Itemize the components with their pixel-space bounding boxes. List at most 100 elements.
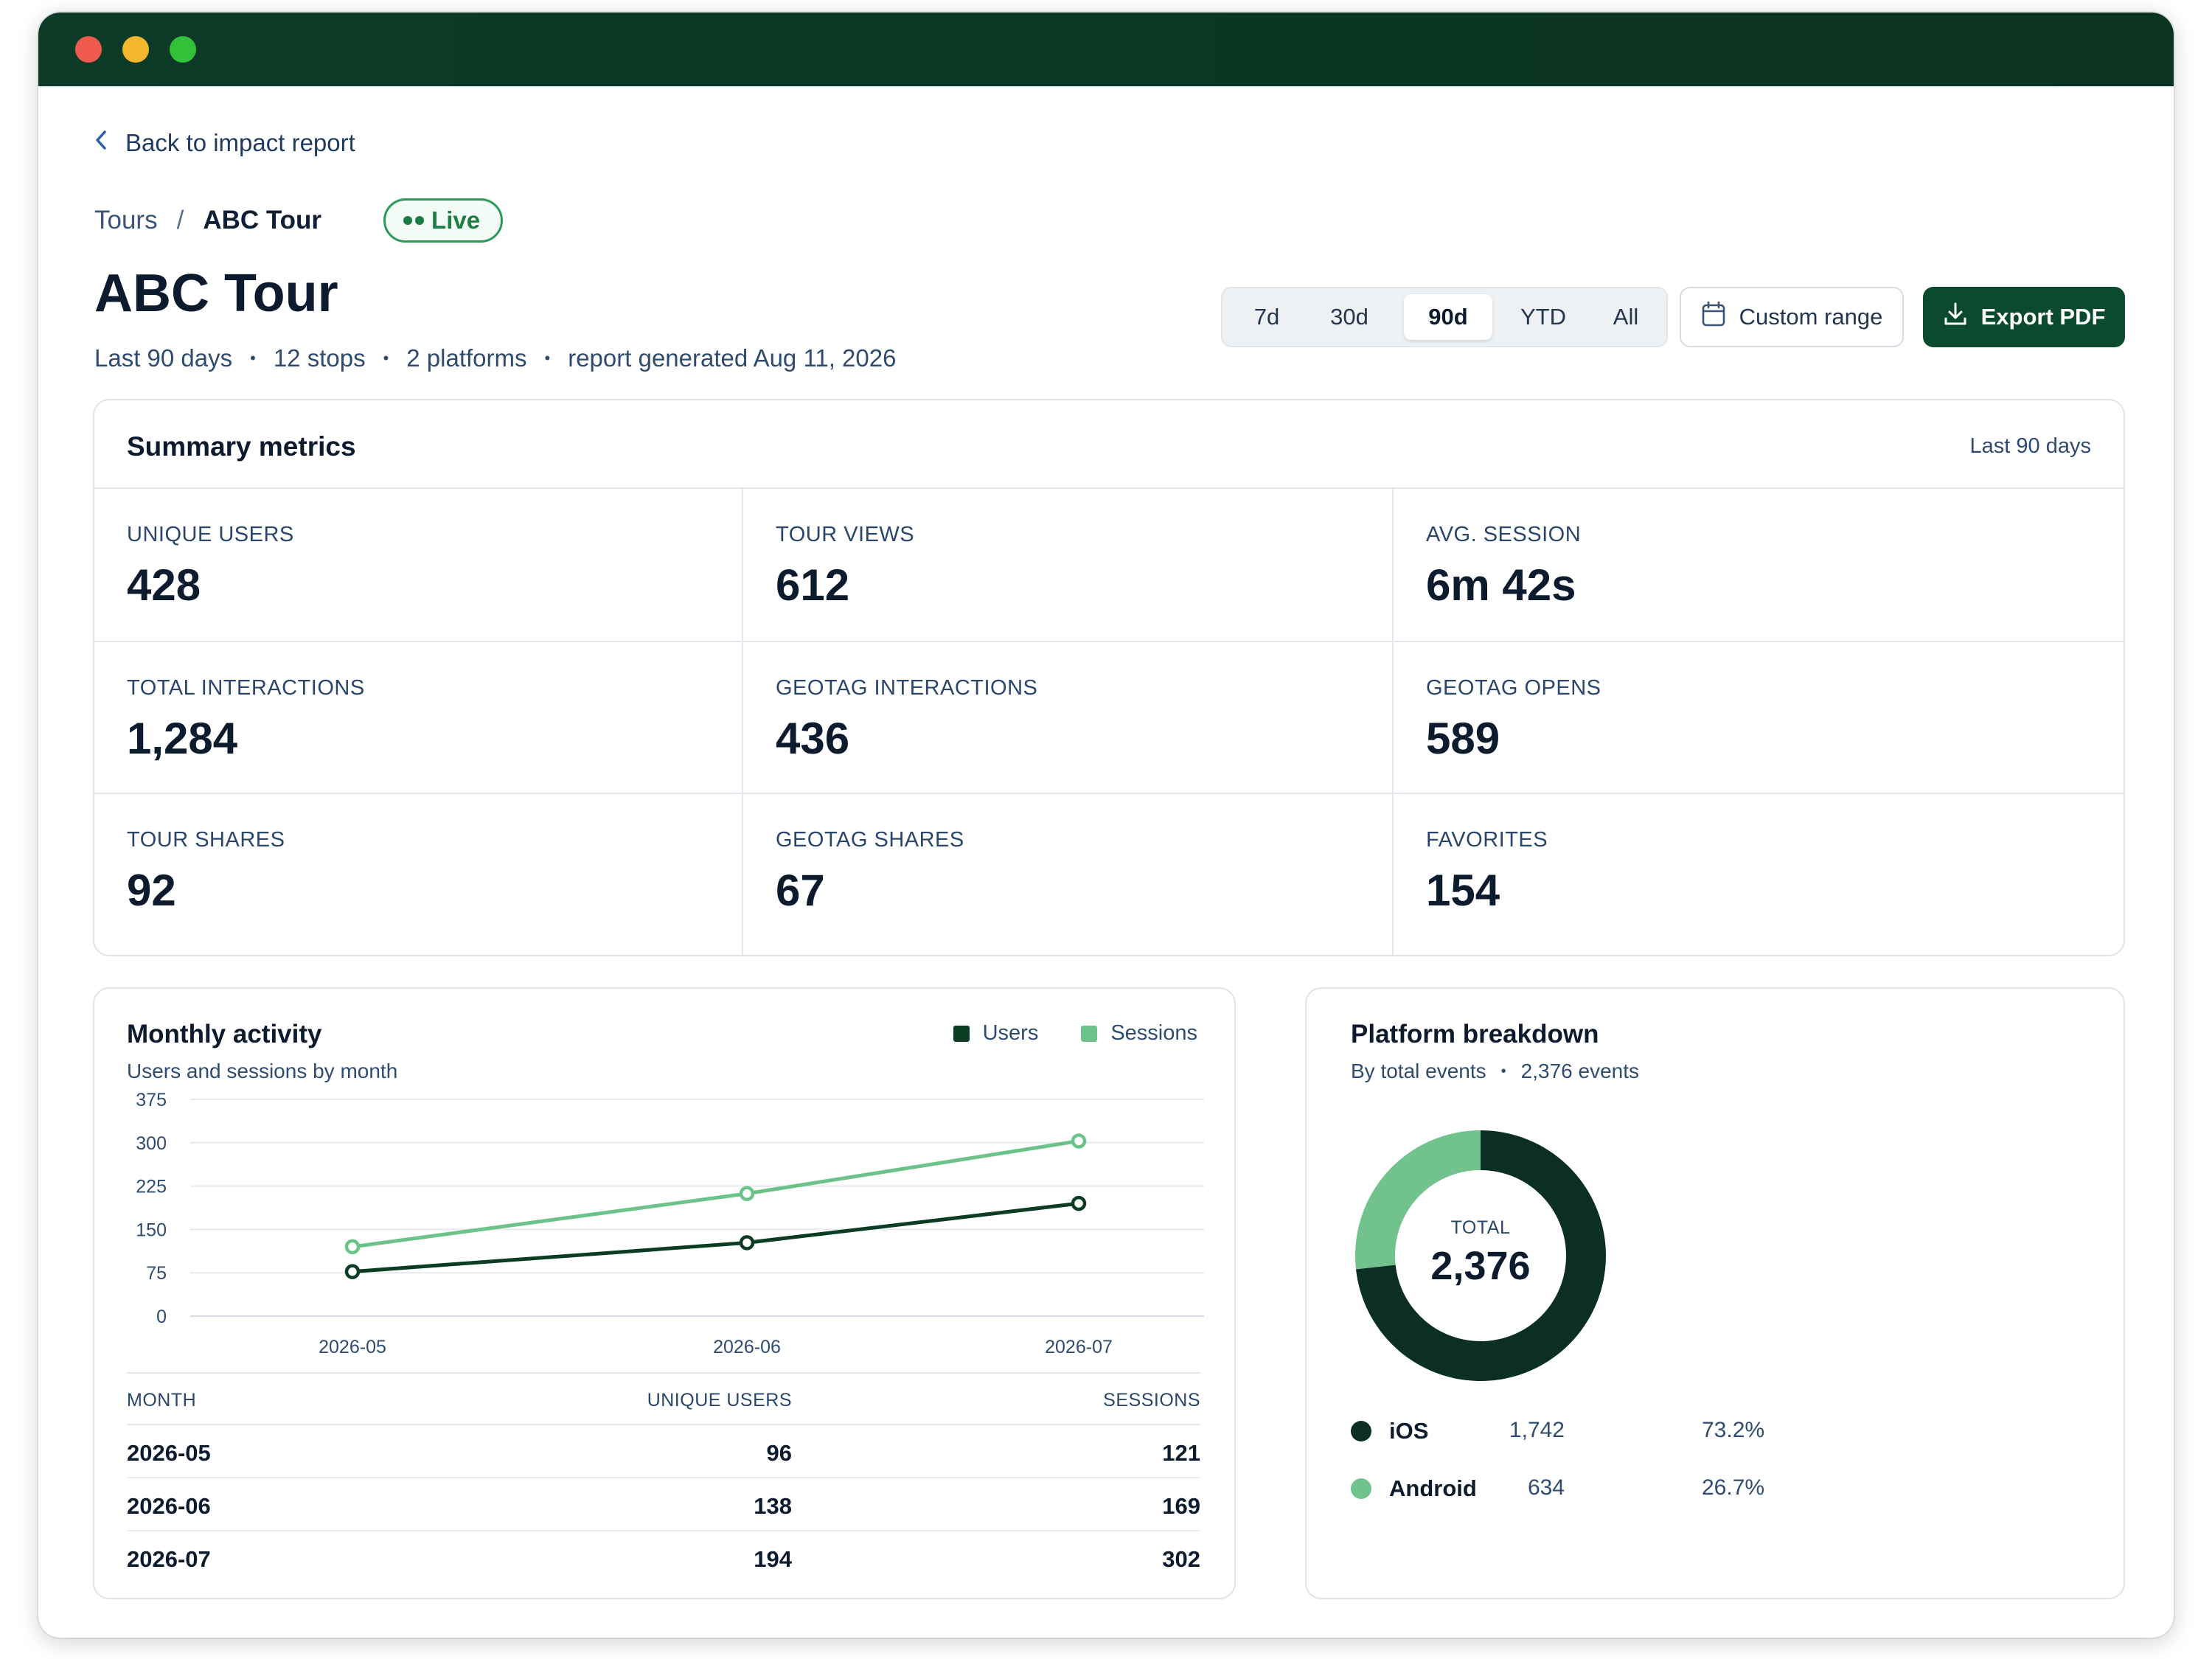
minimize-window-button[interactable]	[122, 36, 149, 63]
custom-range-button[interactable]: Custom range	[1680, 287, 1904, 347]
cell-month: 2026-05	[127, 1440, 211, 1466]
table-row: 2026-06 138 169	[127, 1478, 1200, 1531]
cell-users: 96	[766, 1440, 792, 1466]
legend-item-sessions: Sessions	[1081, 1021, 1197, 1046]
metric-value: 589	[1426, 714, 1500, 763]
status-badge-label: Live	[431, 206, 481, 234]
export-pdf-button[interactable]: Export PDF	[1923, 287, 2125, 347]
breadcrumb: Tours / ABC Tour Live	[94, 198, 504, 243]
column-header-users: UNIQUE USERS	[647, 1390, 792, 1411]
metric-label: TOUR VIEWS	[776, 523, 915, 546]
y-tick-label: 225	[136, 1177, 167, 1197]
meta-range: Last 90 days	[94, 344, 233, 372]
range-all-button[interactable]: All	[1613, 304, 1639, 330]
y-tick-label: 75	[146, 1263, 167, 1284]
cell-sessions: 169	[1162, 1493, 1200, 1519]
range-90d-button[interactable]: 90d	[1404, 294, 1492, 340]
y-tick-label: 375	[136, 1090, 167, 1110]
donut-slice-android	[1355, 1130, 1481, 1270]
platform-count: 1,742	[1509, 1418, 1565, 1442]
export-pdf-label: Export PDF	[1980, 304, 2106, 330]
cell-month: 2026-06	[127, 1493, 211, 1519]
meta-separator: •	[383, 349, 389, 367]
breadcrumb-parent[interactable]: Tours	[94, 206, 158, 234]
metric-value: 428	[127, 560, 201, 610]
summary-range: Last 90 days	[1969, 434, 2091, 458]
platform-percent: 26.7%	[1702, 1475, 1765, 1500]
data-point-users	[739, 1235, 755, 1251]
platform-donut-chart: TOTAL 2,376	[1351, 1126, 1610, 1385]
custom-range-label: Custom range	[1739, 304, 1883, 330]
meta-separator: •	[250, 349, 256, 367]
cell-users: 138	[754, 1493, 792, 1519]
metric-value: 154	[1426, 866, 1500, 915]
breadcrumb-separator: /	[176, 206, 184, 234]
metric-value: 1,284	[127, 714, 238, 763]
platform-title: Platform breakdown	[1351, 1020, 1599, 1048]
metric-favorites: FAVORITES 154	[1394, 794, 2125, 955]
y-tick-label: 300	[136, 1133, 167, 1154]
metric-value: 92	[127, 866, 176, 915]
platform-name: Android	[1389, 1475, 1477, 1501]
status-badge: Live	[383, 198, 504, 243]
back-link[interactable]: Back to impact report	[93, 129, 355, 157]
activity-table: MONTH UNIQUE USERS SESSIONS 2026-05 96 1…	[127, 1372, 1200, 1585]
column-header-month: MONTH	[127, 1390, 197, 1411]
range-ytd-button[interactable]: YTD	[1520, 304, 1566, 330]
legend-label: Sessions	[1110, 1021, 1197, 1045]
donut-total-label: TOTAL	[1450, 1217, 1511, 1238]
metric-value: 67	[776, 866, 825, 915]
platform-subtitle-basis: By total events	[1351, 1060, 1486, 1082]
maximize-window-button[interactable]	[170, 36, 196, 63]
y-tick-label: 0	[156, 1307, 167, 1327]
summary-metrics-card: Summary metrics Last 90 days UNIQUE USER…	[93, 399, 2125, 956]
column-header-sessions: SESSIONS	[1103, 1390, 1200, 1411]
metric-label: AVG. SESSION	[1426, 523, 1582, 546]
legend-label: Users	[982, 1021, 1039, 1045]
metric-tour-views: TOUR VIEWS 612	[743, 489, 1394, 642]
x-tick-label: 2026-07	[1045, 1337, 1113, 1357]
platform-subtitle: By total events • 2,376 events	[1351, 1060, 1639, 1083]
metric-total-interactions: TOTAL INTERACTIONS 1,284	[94, 642, 743, 794]
meta-stops: 12 stops	[273, 344, 366, 372]
platform-subtitle-events: 2,376 events	[1520, 1060, 1640, 1082]
breadcrumb-current: ABC Tour	[203, 206, 322, 234]
range-7d-button[interactable]: 7d	[1253, 304, 1280, 330]
data-point-sessions	[344, 1239, 361, 1255]
monthly-activity-card: Monthly activity Users and sessions by m…	[93, 987, 1236, 1599]
metric-geotag-opens: GEOTAG OPENS 589	[1394, 642, 2125, 794]
donut-svg	[1355, 1130, 1606, 1381]
metric-label: TOUR SHARES	[127, 828, 285, 852]
chart-legend: Users Sessions	[911, 1021, 1197, 1046]
metric-label: GEOTAG INTERACTIONS	[776, 676, 1038, 700]
metric-geotag-interactions: GEOTAG INTERACTIONS 436	[743, 642, 1394, 794]
cell-sessions: 302	[1162, 1546, 1200, 1572]
metric-label: TOTAL INTERACTIONS	[127, 676, 365, 700]
metric-value: 436	[776, 714, 850, 763]
subtitle-separator: •	[1500, 1062, 1506, 1079]
donut-total-value: 2,376	[1430, 1243, 1531, 1288]
donut-slice-ios	[1355, 1130, 1606, 1381]
ios-dot-icon	[1351, 1421, 1371, 1441]
metric-label: GEOTAG OPENS	[1426, 676, 1601, 700]
metric-tour-shares: TOUR SHARES 92	[94, 794, 743, 955]
legend-swatch-sessions	[1081, 1025, 1098, 1042]
meta-separator: •	[544, 349, 551, 367]
activity-title: Monthly activity	[127, 1020, 322, 1048]
legend-swatch-users	[953, 1025, 970, 1042]
metric-value: 6m 42s	[1426, 560, 1576, 610]
data-point-sessions	[739, 1186, 755, 1202]
x-tick-label: 2026-05	[319, 1337, 386, 1357]
close-window-button[interactable]	[75, 36, 102, 63]
metric-label: FAVORITES	[1426, 828, 1548, 852]
x-tick-label: 2026-06	[713, 1337, 781, 1357]
y-tick-label: 150	[136, 1220, 167, 1240]
app-window: Back to impact report Tours / ABC Tour L…	[38, 13, 2174, 1638]
platform-name: iOS	[1389, 1418, 1429, 1444]
range-30d-button[interactable]: 30d	[1330, 304, 1368, 330]
platform-count: 634	[1527, 1475, 1565, 1500]
table-header: MONTH UNIQUE USERS SESSIONS	[127, 1372, 1200, 1425]
cell-users: 194	[754, 1546, 792, 1572]
legend-item-users: Users	[953, 1021, 1039, 1046]
activity-subtitle: Users and sessions by month	[127, 1060, 398, 1082]
